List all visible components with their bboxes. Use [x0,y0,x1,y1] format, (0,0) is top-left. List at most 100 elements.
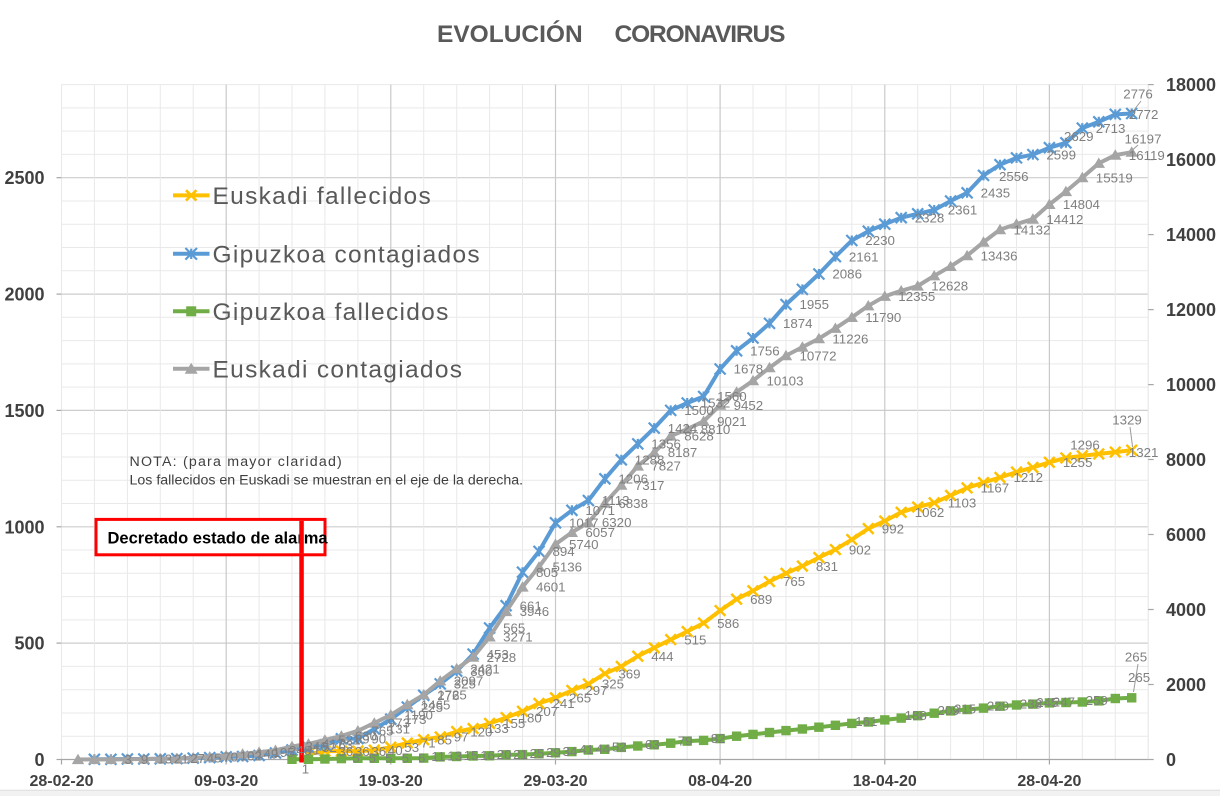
svg-text:16: 16 [480,748,495,763]
svg-text:992: 992 [882,521,904,536]
svg-text:586: 586 [717,616,739,631]
svg-text:1296: 1296 [1070,438,1100,453]
svg-text:3271: 3271 [503,630,533,645]
svg-text:6320: 6320 [602,515,632,530]
svg-text:41: 41 [306,743,321,758]
svg-text:40: 40 [388,743,403,758]
svg-text:82: 82 [711,731,726,746]
svg-text:325: 325 [454,677,476,692]
svg-text:1206: 1206 [618,472,648,487]
svg-text:265: 265 [1125,650,1147,665]
svg-text:CORONAVIRUS: CORONAVIRUS [615,21,786,48]
svg-text:120: 120 [470,724,492,739]
svg-text:2328: 2328 [915,210,945,225]
svg-text:16197: 16197 [1125,132,1162,147]
svg-text:325: 325 [602,677,624,692]
svg-text:5: 5 [369,751,376,766]
svg-text:2000: 2000 [4,285,44,305]
svg-text:18-04-20: 18-04-20 [853,773,917,790]
svg-text:2086: 2086 [832,267,862,282]
svg-text:215: 215 [954,702,976,717]
svg-text:2230: 2230 [865,233,895,248]
svg-text:4601: 4601 [536,580,566,595]
svg-text:Los fallecidos en Euskadi se m: Los fallecidos en Euskadi se muestran en… [130,473,524,489]
svg-text:1103: 1103 [948,496,977,511]
svg-text:661: 661 [520,598,542,613]
svg-text:13: 13 [447,749,462,764]
svg-text:7827: 7827 [651,459,681,474]
svg-text:10772: 10772 [800,348,837,363]
svg-text:3: 3 [124,752,131,767]
svg-text:1874: 1874 [783,316,813,331]
svg-text:209: 209 [938,703,960,718]
svg-text:85: 85 [437,732,452,747]
svg-text:36: 36 [355,744,370,759]
svg-text:1167: 1167 [981,481,1010,496]
svg-text:246: 246 [289,743,311,758]
svg-text:0: 0 [34,750,44,770]
svg-text:630: 630 [355,729,377,744]
svg-text:08-04-20: 08-04-20 [688,773,752,790]
svg-text:1017: 1017 [569,516,599,531]
svg-text:14000: 14000 [1166,225,1216,245]
svg-text:6000: 6000 [1166,525,1206,545]
svg-text:71: 71 [421,736,436,751]
svg-text:21: 21 [174,751,189,766]
svg-text:Gipuzkoa fallecidos: Gipuzkoa fallecidos [213,299,450,326]
svg-text:2500: 2500 [4,168,44,188]
svg-text:102: 102 [240,748,262,763]
svg-text:2728: 2728 [487,650,517,665]
svg-text:6: 6 [418,750,425,765]
svg-text:12628: 12628 [931,279,968,294]
svg-text:5740: 5740 [569,537,599,552]
svg-text:689: 689 [750,592,772,607]
svg-text:2772: 2772 [1129,107,1159,122]
svg-text:1725: 1725 [437,688,467,703]
svg-text:8187: 8187 [668,445,698,460]
svg-text:259: 259 [1086,693,1108,708]
svg-text:894: 894 [553,544,575,559]
svg-text:1071: 1071 [585,503,615,518]
svg-text:16119: 16119 [1129,148,1165,163]
svg-text:20: 20 [497,747,512,762]
svg-text:2097: 2097 [454,674,484,689]
svg-text:14132: 14132 [1014,222,1051,237]
svg-text:417: 417 [322,737,344,752]
svg-text:5: 5 [402,751,409,766]
svg-text:2556: 2556 [999,169,1029,184]
svg-text:52: 52 [322,740,337,755]
svg-text:297: 297 [585,683,607,698]
svg-text:2161: 2161 [849,249,879,264]
svg-text:245: 245 [1036,695,1058,710]
svg-text:195: 195 [273,745,295,760]
svg-text:53: 53 [404,740,419,755]
svg-text:2361: 2361 [948,203,978,218]
svg-text:2599: 2599 [1046,147,1076,162]
svg-text:1424: 1424 [668,421,698,436]
svg-text:10103: 10103 [767,373,804,388]
svg-text:173: 173 [404,712,426,727]
svg-text:1532: 1532 [701,396,731,411]
svg-text:1955: 1955 [800,297,830,312]
svg-text:346: 346 [306,739,328,754]
svg-text:265: 265 [1128,670,1150,685]
svg-text:765: 765 [371,724,393,739]
svg-text:89: 89 [355,732,370,747]
svg-text:13436: 13436 [981,248,1018,263]
svg-text:36: 36 [338,744,353,759]
svg-text:2435: 2435 [981,186,1011,201]
svg-text:44: 44 [596,742,611,757]
svg-text:1500: 1500 [684,403,714,418]
svg-text:805: 805 [536,565,558,580]
svg-text:247: 247 [1053,695,1075,710]
svg-text:1113: 1113 [602,493,630,508]
svg-text:70: 70 [223,750,238,765]
svg-text:97: 97 [454,730,469,745]
svg-text:131: 131 [388,722,410,737]
svg-text:28-04-20: 28-04-20 [1017,773,1081,790]
svg-text:28-02-20: 28-02-20 [29,773,93,790]
svg-text:133: 133 [487,721,509,736]
svg-text:13: 13 [157,752,172,767]
svg-text:15: 15 [464,748,479,763]
svg-text:1756: 1756 [750,344,780,359]
